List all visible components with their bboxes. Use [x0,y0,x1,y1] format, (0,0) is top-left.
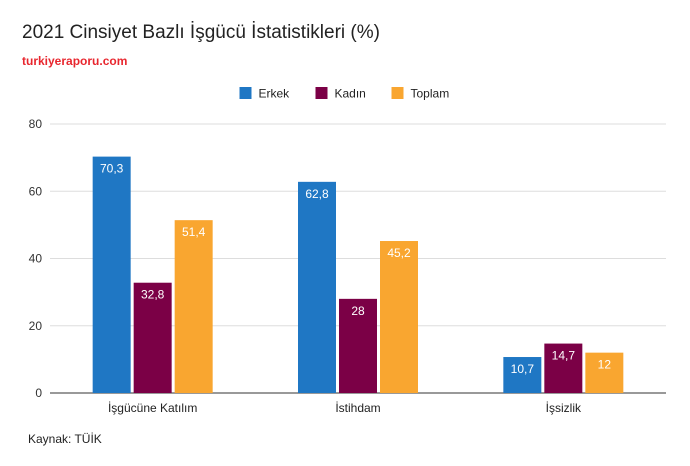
y-tick-label: 20 [29,319,43,333]
legend-swatch [239,87,252,99]
bar-data-label: 62,8 [305,187,329,201]
data-source: Kaynak: TÜİK [28,432,102,446]
bar-data-label: 10,7 [511,362,535,376]
bar-data-label: 51,4 [182,225,206,239]
bar-data-label: 28 [351,304,365,318]
bar-kadın [544,343,583,393]
bar-data-label: 12 [598,358,612,372]
legend-label: Toplam [411,87,450,101]
bar-toplam [380,241,418,393]
legend-swatch [315,87,328,99]
legend-swatch [391,87,404,99]
chart-title: 2021 Cinsiyet Bazlı İşgücü İstatistikler… [22,22,380,43]
legend-label: Kadın [335,87,366,101]
y-tick-label: 80 [29,117,43,131]
bar-erkek [92,156,131,393]
x-tick-label: İşgücüne Katılım [108,401,197,415]
legend-label: Erkek [259,87,291,101]
x-tick-label: İşsizlik [546,401,582,415]
y-tick-label: 40 [29,252,43,266]
bar-erkek [503,357,542,393]
y-tick-label: 60 [29,184,43,198]
y-tick-label: 0 [35,386,42,400]
x-tick-label: İstihdam [335,401,380,415]
bar-data-label: 45,2 [387,246,411,260]
bar-erkek [298,181,336,393]
bar-kadın [133,282,172,393]
bar-toplam [585,352,624,393]
bar-data-label: 14,7 [552,349,576,363]
bar-data-label: 32,8 [141,288,165,302]
source-site: turkiyeraporu.com [22,54,128,68]
bar-kadın [339,298,377,393]
bar-toplam [174,220,213,393]
bar-data-label: 70,3 [100,162,124,176]
